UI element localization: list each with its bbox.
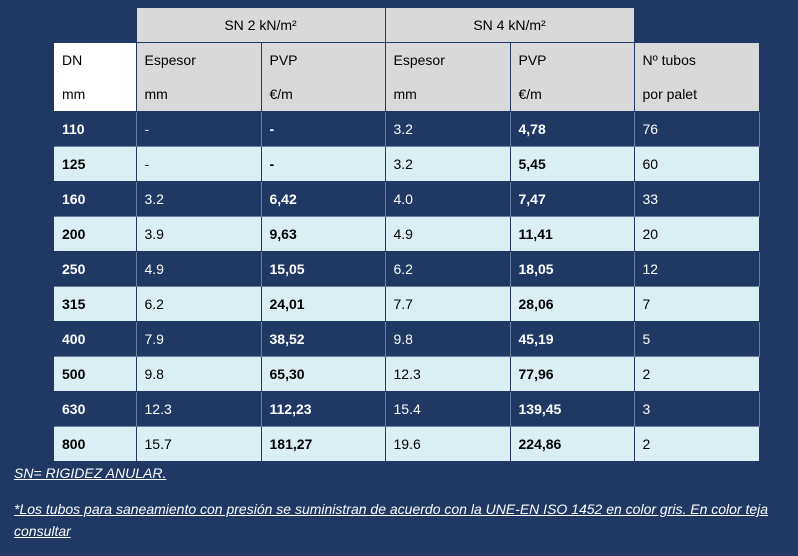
column-header-dn: DN mm (54, 42, 137, 112)
group-header-sn4: SN 4 kN/m² (385, 8, 635, 43)
table-row: 315 6.2 24,01 7.7 28,06 7 (54, 286, 760, 322)
cell-pvp-sn2: - (261, 111, 386, 147)
cell-pvp-sn2: 65,30 (261, 356, 386, 392)
header-line: €/m (269, 86, 293, 102)
cell-tubos: 12 (634, 251, 760, 287)
cell-espesor-sn4: 4.9 (385, 216, 511, 252)
cell-espesor-sn4: 4.0 (385, 181, 511, 217)
price-table: SN 2 kN/m² SN 4 kN/m² DN mm Espesor mm PVP… (54, 8, 760, 462)
table-row: 400 7.9 38,52 9.8 45,19 5 (54, 321, 760, 357)
cell-dn: 630 (54, 391, 137, 427)
table-row: 800 15.7 181,27 19.6 224,86 2 (54, 426, 760, 462)
cell-espesor-sn4: 3.2 (385, 146, 511, 182)
cell-espesor-sn4: 6.2 (385, 251, 511, 287)
cell-dn: 110 (54, 111, 137, 147)
cell-dn: 400 (54, 321, 137, 357)
cell-espesor-sn2: 3.9 (136, 216, 262, 252)
header-line: mm (62, 86, 86, 102)
cell-espesor-sn2: 6.2 (136, 286, 262, 322)
cell-espesor-sn4: 7.7 (385, 286, 511, 322)
cell-pvp-sn4: 45,19 (510, 321, 635, 357)
group-header-row: SN 2 kN/m² SN 4 kN/m² (54, 8, 759, 43)
table-row: 160 3.2 6,42 4.0 7,47 33 (54, 181, 760, 217)
cell-pvp-sn4: 18,05 (510, 251, 635, 287)
cell-pvp-sn2: 24,01 (261, 286, 386, 322)
cell-espesor-sn2: 4.9 (136, 251, 262, 287)
header-line: €/m (518, 86, 542, 102)
cell-espesor-sn4: 3.2 (385, 111, 511, 147)
table-row: 200 3.9 9,63 4.9 11,41 20 (54, 216, 760, 252)
column-header-row: DN mm Espesor mm PVP €/m Espesor mm PVP €/m N… (54, 42, 760, 112)
cell-pvp-sn2: 9,63 (261, 216, 386, 252)
cell-dn: 250 (54, 251, 137, 287)
header-line: mm (144, 86, 168, 102)
column-header-espesor-sn4: Espesor mm (385, 42, 511, 112)
header-line: PVP (269, 52, 298, 68)
table-row: 630 12.3 112,23 15.4 139,45 3 (54, 391, 760, 427)
header-line: mm (393, 86, 417, 102)
cell-pvp-sn4: 139,45 (510, 391, 635, 427)
cell-dn: 125 (54, 146, 137, 182)
cell-espesor-sn2: 15.7 (136, 426, 262, 462)
cell-pvp-sn4: 5,45 (510, 146, 635, 182)
cell-tubos: 76 (634, 111, 760, 147)
cell-dn: 200 (54, 216, 137, 252)
cell-pvp-sn2: 181,27 (261, 426, 386, 462)
cell-pvp-sn2: 6,42 (261, 181, 386, 217)
table-row: 500 9.8 65,30 12.3 77,96 2 (54, 356, 760, 392)
cell-dn: 315 (54, 286, 137, 322)
cell-espesor-sn4: 12.3 (385, 356, 511, 392)
cell-tubos: 5 (634, 321, 760, 357)
cell-pvp-sn4: 11,41 (510, 216, 635, 252)
group-header-sn2: SN 2 kN/m² (136, 8, 386, 43)
cell-espesor-sn2: - (136, 146, 262, 182)
cell-tubos: 2 (634, 426, 760, 462)
note-pressure-pipes: *Los tubos para saneamiento con presión … (14, 501, 769, 539)
cell-espesor-sn2: 3.2 (136, 181, 262, 217)
cell-espesor-sn4: 15.4 (385, 391, 511, 427)
cell-tubos: 20 (634, 216, 760, 252)
cell-dn: 500 (54, 356, 137, 392)
group-header-empty (634, 8, 759, 43)
group-header-empty (54, 8, 136, 43)
cell-pvp-sn2: 112,23 (261, 391, 386, 427)
cell-pvp-sn4: 28,06 (510, 286, 635, 322)
header-line: DN (62, 52, 83, 68)
column-header-tubos: Nº tubos por palet (634, 42, 760, 112)
header-line: PVP (518, 52, 547, 68)
cell-tubos: 3 (634, 391, 760, 427)
table-row: 250 4.9 15,05 6.2 18,05 12 (54, 251, 760, 287)
cell-tubos: 60 (634, 146, 760, 182)
note-sn-definition: SN= RIGIDEZ ANULAR. (14, 465, 167, 481)
cell-pvp-sn4: 4,78 (510, 111, 635, 147)
cell-espesor-sn2: - (136, 111, 262, 147)
column-header-espesor-sn2: Espesor mm (136, 42, 262, 112)
table-row: 125- -3.2 5,45 60 (54, 146, 760, 182)
cell-pvp-sn4: 7,47 (510, 181, 635, 217)
column-header-pvp-sn2: PVP €/m (261, 42, 386, 112)
cell-tubos: 2 (634, 356, 760, 392)
cell-espesor-sn4: 9.8 (385, 321, 511, 357)
cell-pvp-sn2: - (261, 146, 386, 182)
header-line: Espesor (393, 52, 445, 68)
header-line: Espesor (144, 52, 196, 68)
cell-espesor-sn2: 9.8 (136, 356, 262, 392)
cell-pvp-sn4: 77,96 (510, 356, 635, 392)
cell-pvp-sn4: 224,86 (510, 426, 635, 462)
header-line: por palet (642, 86, 697, 102)
cell-dn: 800 (54, 426, 137, 462)
header-line: Nº tubos (642, 52, 696, 68)
cell-espesor-sn2: 12.3 (136, 391, 262, 427)
table-row: 110- -3.2 4,78 76 (54, 111, 760, 147)
column-header-pvp-sn4: PVP €/m (510, 42, 635, 112)
cell-pvp-sn2: 38,52 (261, 321, 386, 357)
cell-espesor-sn4: 19.6 (385, 426, 511, 462)
cell-tubos: 33 (634, 181, 760, 217)
cell-espesor-sn2: 7.9 (136, 321, 262, 357)
cell-tubos: 7 (634, 286, 760, 322)
cell-dn: 160 (54, 181, 137, 217)
cell-pvp-sn2: 15,05 (261, 251, 386, 287)
